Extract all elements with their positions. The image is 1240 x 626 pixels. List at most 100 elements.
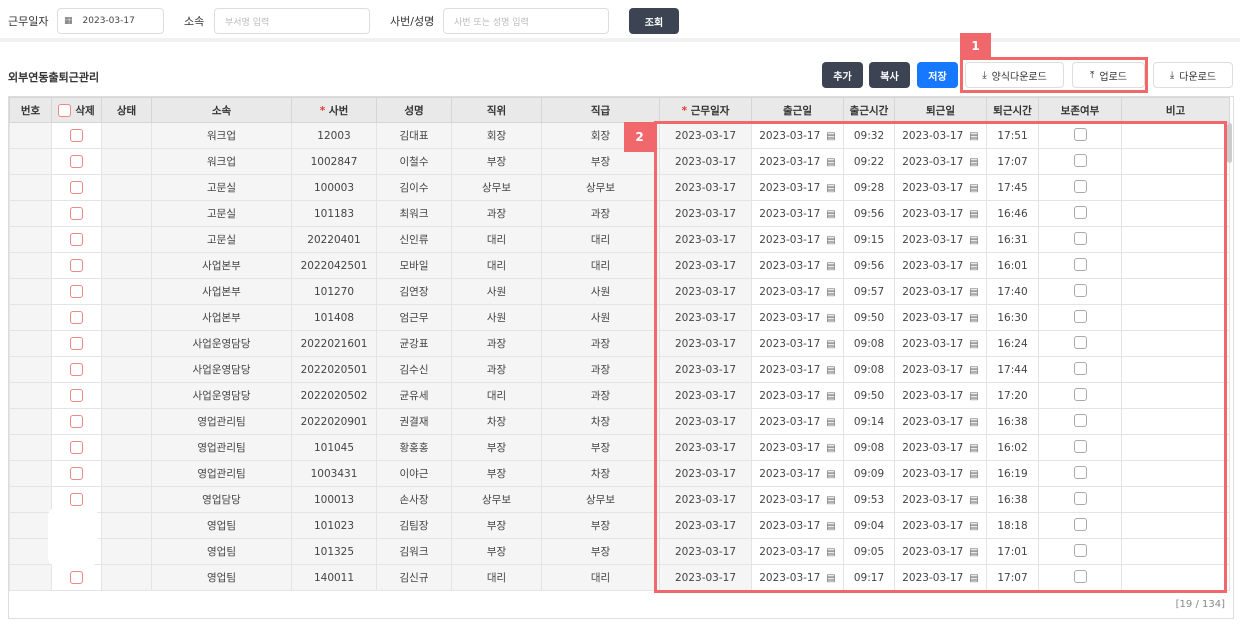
delete-cell[interactable] [51, 460, 102, 487]
retain-checkbox[interactable] [1073, 335, 1087, 349]
checkin-date-cell[interactable]: 2023-03-17 ▤ [751, 460, 844, 487]
calendar-icon[interactable]: ▤ [969, 338, 979, 350]
checkout-date-cell[interactable]: 2023-03-17 ▤ [894, 330, 987, 357]
column-header[interactable]: * 사번 [291, 97, 377, 123]
note-cell[interactable] [1121, 538, 1230, 565]
note-cell[interactable] [1121, 330, 1230, 357]
calendar-icon[interactable]: ▤ [969, 312, 979, 324]
table-row[interactable]: 고문실 101183 최워크 과장 과장 2023-03-17 2023-03-17 ▤ 09:… [9, 200, 1230, 227]
checkin-time-cell[interactable]: 09:53 [843, 486, 895, 513]
delete-checkbox[interactable] [70, 259, 83, 272]
delete-cell[interactable] [51, 382, 102, 409]
calendar-icon[interactable]: ▤ [826, 494, 836, 506]
delete-checkbox[interactable] [70, 337, 83, 350]
retain-cell[interactable] [1038, 434, 1122, 461]
retain-checkbox[interactable] [1073, 387, 1087, 401]
retain-checkbox[interactable] [1073, 517, 1087, 531]
delete-cell[interactable] [51, 278, 102, 305]
retain-checkbox[interactable] [1073, 309, 1087, 323]
calendar-icon[interactable]: ▤ [826, 390, 836, 402]
upload-button[interactable]: ⤒ 업로드 [1072, 62, 1145, 88]
checkout-time-cell[interactable]: 17:20 [986, 382, 1039, 409]
checkout-time-cell[interactable]: 17:07 [986, 564, 1039, 591]
checkout-date-cell[interactable]: 2023-03-17 ▤ [894, 382, 987, 409]
delete-cell[interactable] [51, 148, 102, 175]
calendar-icon[interactable]: ▤ [826, 286, 836, 298]
checkin-time-cell[interactable]: 09:56 [843, 252, 895, 279]
column-header[interactable]: 삭제 [51, 97, 102, 123]
checkin-date-cell[interactable]: 2023-03-17 ▤ [751, 408, 844, 435]
template-download-button[interactable]: ⤓ 양식다운로드 [965, 62, 1064, 88]
checkin-date-cell[interactable]: 2023-03-17 ▤ [751, 564, 844, 591]
delete-checkbox[interactable] [70, 155, 83, 168]
column-header[interactable]: 비고 [1121, 97, 1230, 123]
table-row[interactable]: 사업본부 101270 김연장 사원 사원 2023-03-17 2023-03-17 ▤ 09… [9, 278, 1230, 305]
calendar-icon[interactable]: ▤ [969, 494, 979, 506]
retain-cell[interactable] [1038, 122, 1122, 149]
checkout-time-cell[interactable]: 16:31 [986, 226, 1039, 253]
table-row[interactable]: 영업관리팀 2022020901 권결재 차장 차장 2023-03-17 2023-03-… [9, 408, 1230, 435]
calendar-icon[interactable]: ▤ [826, 156, 836, 168]
checkout-date-cell[interactable]: 2023-03-17 ▤ [894, 278, 987, 305]
table-row[interactable]: 사업운영담당 2022020501 김수신 과장 과장 2023-03-17 2023-03… [9, 356, 1230, 383]
delete-checkbox[interactable] [70, 207, 83, 220]
note-cell[interactable] [1121, 174, 1230, 201]
column-header[interactable]: 번호 [9, 97, 52, 123]
date-input[interactable]: ▦ 2023-03-17 [57, 8, 164, 34]
column-header[interactable]: 성명 [376, 97, 452, 123]
calendar-icon[interactable]: ▤ [969, 260, 979, 272]
column-header[interactable]: 퇴근일 [894, 97, 987, 123]
checkout-time-cell[interactable]: 17:45 [986, 174, 1039, 201]
retain-checkbox[interactable] [1073, 465, 1087, 479]
note-cell[interactable] [1121, 408, 1230, 435]
calendar-icon[interactable]: ▤ [969, 416, 979, 428]
checkin-date-cell[interactable]: 2023-03-17 ▤ [751, 252, 844, 279]
checkin-date-cell[interactable]: 2023-03-17 ▤ [751, 200, 844, 227]
column-header[interactable]: 퇴근시간 [986, 97, 1039, 123]
checkin-date-cell[interactable]: 2023-03-17 ▤ [751, 356, 844, 383]
checkout-date-cell[interactable]: 2023-03-17 ▤ [894, 356, 987, 383]
note-cell[interactable] [1121, 252, 1230, 279]
select-all-checkbox[interactable] [58, 104, 72, 117]
checkout-time-cell[interactable]: 17:40 [986, 278, 1039, 305]
retain-checkbox[interactable] [1073, 257, 1087, 271]
checkout-date-cell[interactable]: 2023-03-17 ▤ [894, 252, 987, 279]
calendar-icon[interactable]: ▤ [826, 468, 836, 480]
table-row[interactable]: 영업관리팀 1003431 이야근 부장 차장 2023-03-17 2023-03-17 ▤… [9, 460, 1230, 487]
search-button[interactable]: 조회 [629, 8, 679, 34]
checkout-date-cell[interactable]: 2023-03-17 ▤ [894, 564, 987, 591]
checkin-date-cell[interactable]: 2023-03-17 ▤ [751, 434, 844, 461]
retain-checkbox[interactable] [1073, 439, 1087, 453]
calendar-icon[interactable]: ▤ [969, 208, 979, 220]
delete-checkbox[interactable] [70, 233, 83, 246]
checkin-time-cell[interactable]: 09:14 [843, 408, 895, 435]
retain-cell[interactable] [1038, 200, 1122, 227]
checkin-date-cell[interactable]: 2023-03-17 ▤ [751, 174, 844, 201]
checkout-date-cell[interactable]: 2023-03-17 ▤ [894, 434, 987, 461]
table-row[interactable]: 영업팀 101325 김워크 부장 부장 2023-03-17 2023-03-17 ▤ 09:… [9, 538, 1230, 565]
checkout-date-cell[interactable]: 2023-03-17 ▤ [894, 148, 987, 175]
retain-cell[interactable] [1038, 486, 1122, 513]
checkin-date-cell[interactable]: 2023-03-17 ▤ [751, 512, 844, 539]
delete-cell[interactable] [51, 564, 102, 591]
retain-checkbox[interactable] [1073, 153, 1087, 167]
retain-cell[interactable] [1038, 564, 1122, 591]
checkin-time-cell[interactable]: 09:56 [843, 200, 895, 227]
calendar-icon[interactable]: ▤ [826, 572, 836, 584]
note-cell[interactable] [1121, 356, 1230, 383]
calendar-icon[interactable]: ▤ [826, 130, 836, 142]
retain-checkbox[interactable] [1073, 543, 1087, 557]
delete-checkbox[interactable] [70, 363, 83, 376]
checkin-date-cell[interactable]: 2023-03-17 ▤ [751, 148, 844, 175]
table-row[interactable]: 영업팀 140011 김신규 대리 대리 2023-03-17 2023-03-17 ▤ 09:… [9, 564, 1230, 591]
checkin-time-cell[interactable]: 09:08 [843, 356, 895, 383]
calendar-icon[interactable]: ▤ [826, 546, 836, 558]
delete-checkbox[interactable] [70, 311, 83, 324]
delete-checkbox[interactable] [70, 389, 83, 402]
checkout-date-cell[interactable]: 2023-03-17 ▤ [894, 538, 987, 565]
retain-cell[interactable] [1038, 252, 1122, 279]
calendar-icon[interactable]: ▤ [826, 442, 836, 454]
checkout-date-cell[interactable]: 2023-03-17 ▤ [894, 200, 987, 227]
calendar-icon[interactable]: ▤ [826, 520, 836, 532]
delete-checkbox[interactable] [70, 571, 83, 584]
